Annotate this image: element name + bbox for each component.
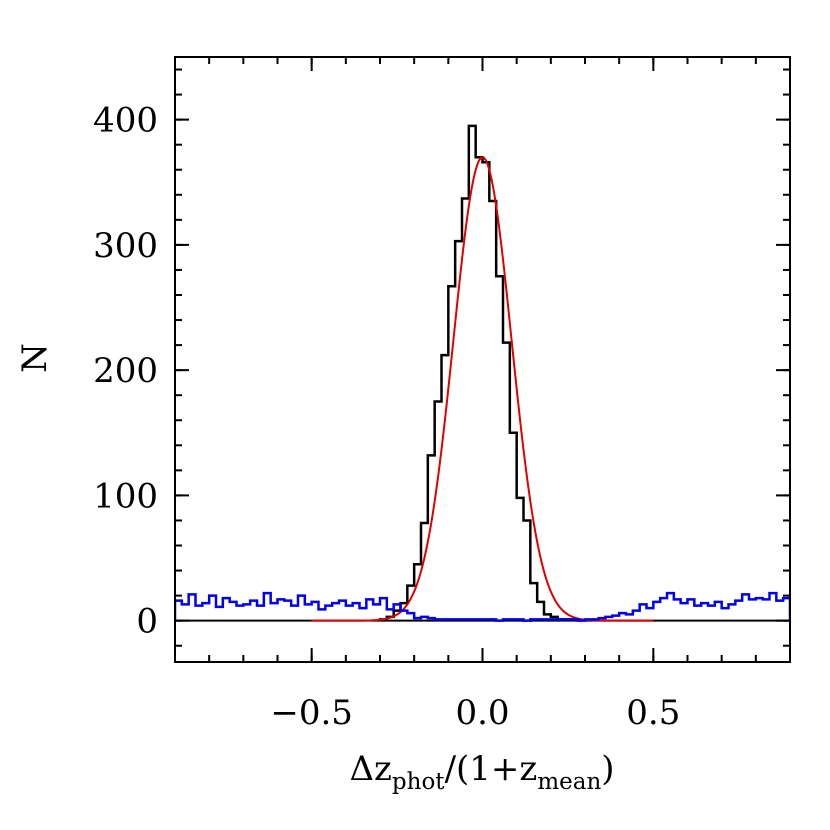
x-axis-title-sub2: mean <box>537 769 601 795</box>
x-tick-label: 0.0 <box>455 693 509 733</box>
y-tick-label: 300 <box>93 226 158 266</box>
x-axis-title-end: ) <box>601 749 614 789</box>
plot-frame <box>174 56 791 663</box>
histogram-series-2 <box>175 591 790 622</box>
y-tick-label: 200 <box>93 351 158 391</box>
y-tick-label: 400 <box>93 101 158 141</box>
tick-labels: −0.5 0.0 0.5 0 100 200 300 400 <box>93 101 680 733</box>
gaussian-fit-curve <box>311 156 654 622</box>
series-layer <box>175 124 790 622</box>
x-axis-title-base: Δz <box>349 749 391 789</box>
y-axis-title: N <box>15 343 55 373</box>
major-ticks <box>175 57 790 662</box>
x-axis-title-mid: /(1+z <box>445 749 538 789</box>
x-axis-title-sub1: phot <box>392 769 445 795</box>
x-axis-title: Δzphot/(1+zmean) <box>349 749 614 795</box>
x-tick-label: 0.5 <box>626 693 680 733</box>
y-tick-label: 0 <box>136 602 158 642</box>
histogram-series-0 <box>378 124 573 621</box>
y-tick-label: 100 <box>93 476 158 516</box>
minor-ticks <box>174 57 791 662</box>
x-tick-label: −0.5 <box>270 693 353 733</box>
